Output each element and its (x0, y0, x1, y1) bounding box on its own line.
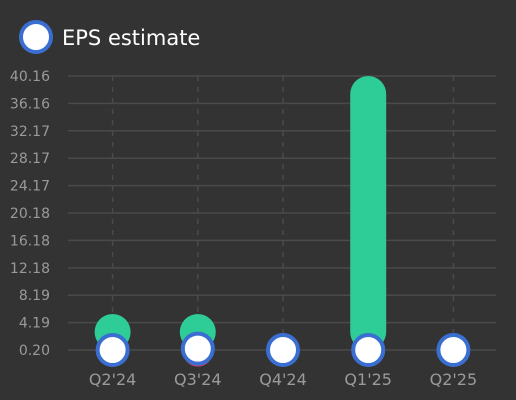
x-tick-label: Q2'24 (89, 370, 137, 389)
legend[interactable]: EPS estimate (19, 20, 200, 54)
x-tick-label: Q1'25 (344, 370, 392, 389)
legend-label: EPS estimate (62, 26, 200, 50)
eps-markers (95, 331, 471, 367)
y-tick-label: 16.18 (10, 233, 50, 249)
x-tick-label: Q4'24 (259, 370, 307, 389)
eps-marker (95, 333, 130, 367)
grid (68, 75, 496, 351)
x-tick-label: Q2'25 (430, 370, 478, 389)
y-tick-label: 4.19 (19, 316, 50, 332)
y-tick-label: 36.16 (10, 96, 50, 112)
x-tick-label: Q3'24 (174, 370, 222, 389)
y-tick-label: 28.17 (10, 151, 50, 167)
legend-marker-icon (19, 20, 53, 54)
y-axis-ticks: 0.20 4.19 8.19 12.18 16.18 20.18 24.17 28.17 32.… (10, 69, 50, 359)
y-tick-label: 32.17 (10, 124, 50, 140)
y-tick-label: 20.18 (10, 206, 50, 222)
eps-marker (180, 331, 215, 366)
eps-marker (351, 333, 386, 367)
y-tick-label: 24.17 (10, 179, 50, 195)
y-tick-label: 8.19 (19, 288, 50, 304)
eps-marker (266, 333, 300, 367)
y-tick-label: 40.16 (10, 69, 50, 85)
x-axis-ticks: Q2'24 Q3'24 Q4'24 Q1'25 Q2'25 (89, 370, 477, 389)
y-tick-label: 12.18 (10, 261, 50, 277)
y-tick-label: 0.20 (19, 343, 50, 359)
bar (350, 76, 387, 350)
eps-marker (436, 333, 471, 367)
